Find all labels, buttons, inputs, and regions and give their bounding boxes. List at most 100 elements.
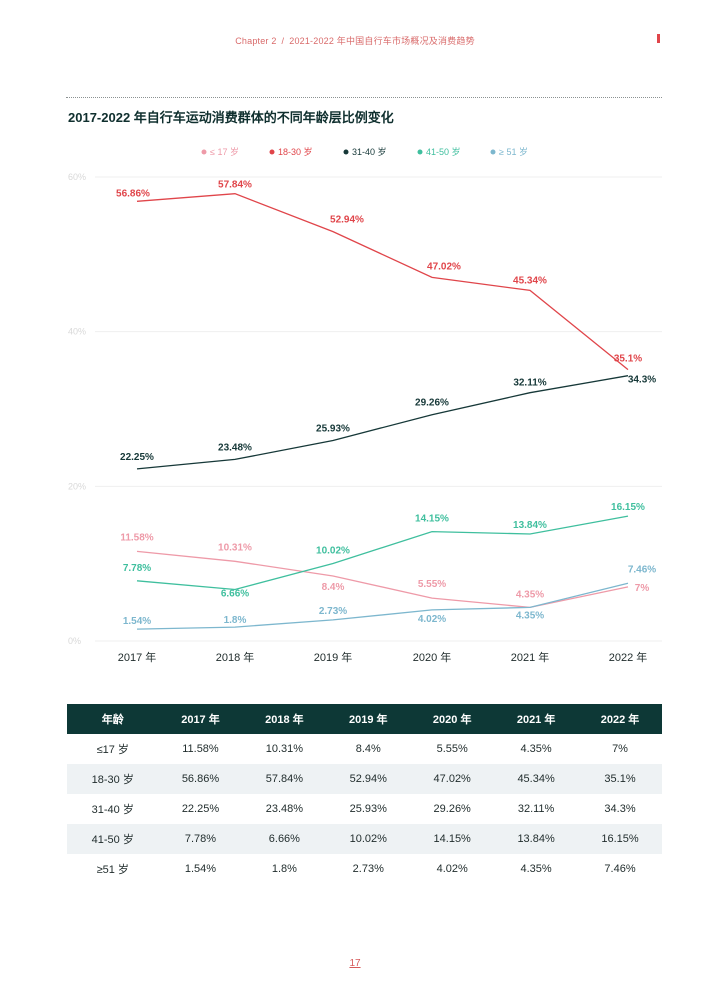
chapter-label: Chapter 2 <box>235 36 277 46</box>
page-header: Chapter 2 / 2021-2022 年中国自行车市场概况及消费趋势 <box>0 34 710 47</box>
table-header-year: 2017 年 <box>158 704 243 734</box>
data-label: 57.84% <box>218 180 252 191</box>
age-group-cell: 31-40 岁 <box>91 804 134 816</box>
x-tick-label: 2021 年 <box>511 650 550 664</box>
chapter-title: 2021-2022 年中国自行车市场概况及消费趋势 <box>289 36 475 46</box>
data-label: 11.58% <box>120 532 153 543</box>
value-cell: 52.94% <box>326 764 411 794</box>
line-chart: 0% 20% 40% 60% 2017 年 2018 年 2019 年 2020 年 2021 … <box>68 146 662 664</box>
value-cell: 10.02% <box>326 824 411 854</box>
table-row: 31-40 岁 22.25% 23.48% 25.93% 29.26% 32.11% 34.… <box>67 794 662 824</box>
series-line <box>136 515 629 591</box>
x-tick-label: 2017 年 <box>118 650 157 664</box>
x-tick-label: 2019 年 <box>314 650 353 664</box>
x-tick-label: 2020 年 <box>413 650 452 664</box>
data-label: 1.8% <box>224 615 247 626</box>
value-cell: 11.58% <box>182 743 219 755</box>
data-label: 32.11% <box>513 378 546 389</box>
value-cell: 1.54% <box>184 863 217 875</box>
value-cell: 25.93% <box>349 803 387 815</box>
data-label: 8.4% <box>322 582 345 593</box>
data-label: 4.35% <box>516 610 544 621</box>
y-tick-label: 40% <box>68 327 86 337</box>
data-label: 6.66% <box>221 588 249 599</box>
value-cell: 6.66% <box>242 824 327 854</box>
value-cell: 8.4% <box>355 743 381 755</box>
data-label: 4.35% <box>516 589 544 600</box>
age-group-cell: 41-50 岁 <box>67 824 159 854</box>
table-header-age: 年龄 <box>67 704 159 734</box>
value-cell: 56.86% <box>158 764 243 794</box>
data-label: 23.48% <box>218 442 252 453</box>
value-cell: 14.15% <box>410 824 495 854</box>
table-header-year: 2019 年 <box>326 704 411 734</box>
data-label: 2.73% <box>319 606 347 617</box>
data-label: 34.3% <box>628 375 656 386</box>
legend-entry: 31-40 岁 <box>352 146 387 157</box>
value-cell: 13.84% <box>494 824 579 854</box>
data-label: 47.02% <box>427 261 461 272</box>
value-cell: 4.02% <box>436 863 468 875</box>
legend-marker <box>490 149 496 155</box>
legend-entry: 41-50 岁 <box>426 146 461 157</box>
y-tick-label: 60% <box>68 172 86 182</box>
value-cell: 10.31% <box>265 743 304 755</box>
title-divider <box>66 97 662 98</box>
table-row: 41-50 岁 7.78% 6.66% 10.02% 14.15% 13.84% 16.15… <box>67 824 662 854</box>
series-line <box>136 550 629 609</box>
series-line <box>136 375 629 470</box>
table-row: 18-30 岁 56.86% 57.84% 52.94% 47.02% 45.34% 35.… <box>67 764 662 794</box>
header-marker <box>657 34 660 43</box>
data-label: 14.15% <box>415 514 449 525</box>
legend-entry: 18-30 岁 <box>278 146 313 157</box>
value-cell: 45.34% <box>494 764 579 794</box>
table-row: ≥51 岁 1.54% 1.8% 2.73% 4.02% 4.35% 7.46% <box>67 854 662 884</box>
value-cell: 5.55% <box>436 743 468 755</box>
age-group-cell: ≤17 岁 <box>96 744 129 756</box>
data-label: 45.34% <box>513 275 547 286</box>
data-label: 35.1% <box>614 354 642 365</box>
age-group-cell: ≥51 岁 <box>96 864 129 876</box>
x-tick-label: 2018 年 <box>216 650 255 664</box>
value-cell: 32.11% <box>517 803 555 815</box>
value-cell: 1.8% <box>271 863 297 875</box>
data-label: 25.93% <box>316 423 350 434</box>
data-label: 5.55% <box>418 579 446 590</box>
legend-marker <box>269 149 275 155</box>
y-tick-label: 20% <box>68 481 86 491</box>
value-cell: 16.15% <box>578 824 662 854</box>
series-line <box>136 193 629 371</box>
series-line <box>136 582 629 630</box>
header-separator: / <box>281 36 285 46</box>
table-header-year: 2018 年 <box>242 704 327 734</box>
x-tick-label: 2022 年 <box>609 650 648 664</box>
value-cell: 35.1% <box>578 764 662 794</box>
value-cell: 7.78% <box>158 824 243 854</box>
table-header-year: 2020 年 <box>410 704 495 734</box>
data-label: 7.78% <box>123 563 151 574</box>
value-cell: 23.48% <box>265 803 304 815</box>
data-label: 56.86% <box>116 188 150 199</box>
table-header-year: 2021 年 <box>494 704 579 734</box>
table-body: ≤17 岁 11.58% 10.31% 8.4% 5.55% 4.35% 7% 18-30 岁… <box>67 734 662 884</box>
value-cell: 22.25% <box>181 803 220 815</box>
data-label: 4.02% <box>418 614 446 625</box>
legend-marker <box>201 149 207 155</box>
data-label: 29.26% <box>415 398 449 409</box>
data-label: 22.25% <box>120 452 154 463</box>
value-cell: 7% <box>612 743 628 755</box>
y-tick-label: 0% <box>68 636 81 646</box>
data-label: 52.94% <box>330 215 364 226</box>
value-cell: 34.3% <box>604 803 636 815</box>
value-cell: 29.26% <box>433 803 471 815</box>
data-label: 13.84% <box>513 520 547 531</box>
table-row: ≤17 岁 11.58% 10.31% 8.4% 5.55% 4.35% 7% <box>67 734 662 764</box>
legend-marker <box>417 149 423 155</box>
data-label: 7% <box>635 583 650 594</box>
chart-title: 2017-2022 年自行车运动消费群体的不同年龄层比例变化 <box>68 110 394 125</box>
data-table: 年龄 2017 年 2018 年 2019 年 2020 年 2021 年 2022 年 ≤… <box>67 704 662 884</box>
data-label: 10.31% <box>218 542 252 553</box>
value-cell: 57.84% <box>242 764 327 794</box>
value-cell: 4.35% <box>520 743 552 755</box>
page-number: 17 <box>349 958 361 969</box>
